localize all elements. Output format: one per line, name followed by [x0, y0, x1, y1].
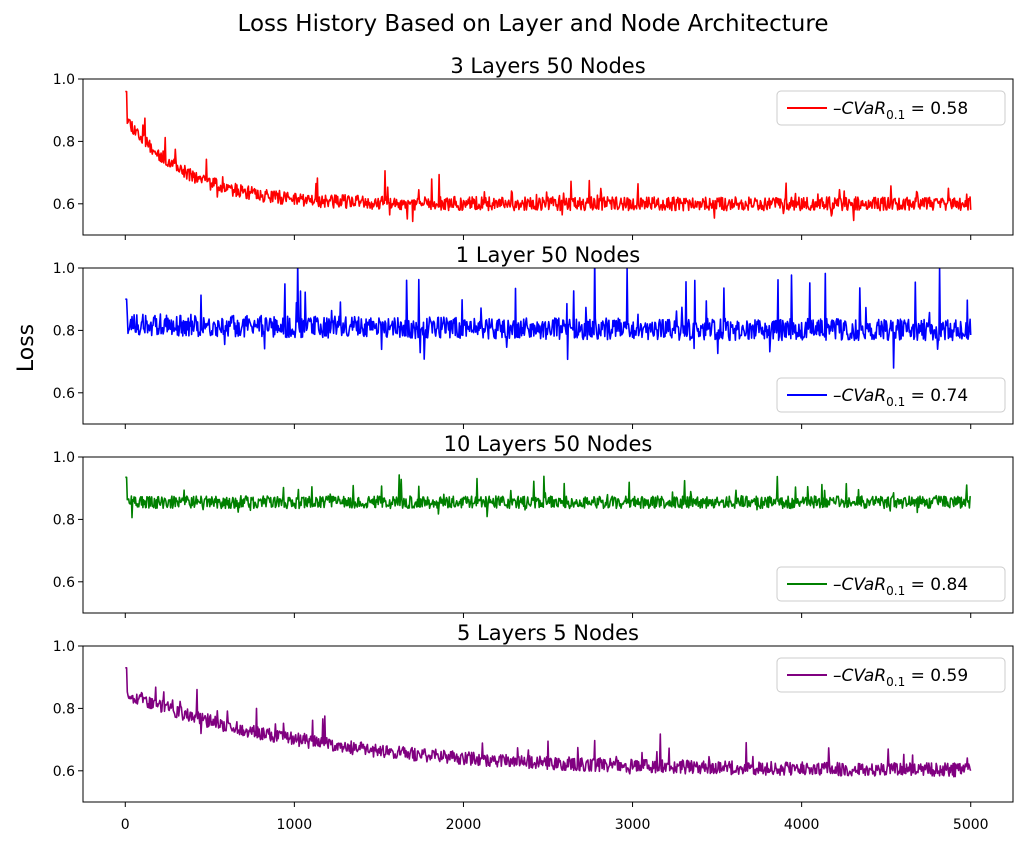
- series-line: [125, 474, 971, 519]
- y-tick-label: 0.6: [53, 197, 75, 213]
- series-line: [125, 667, 972, 778]
- y-tick-label: 0.8: [53, 323, 75, 339]
- legend-box: [776, 566, 1006, 602]
- y-tick-label: 1.0: [53, 639, 75, 655]
- x-tick-label: 4000: [784, 817, 820, 833]
- series-line: [125, 90, 972, 223]
- y-tick-label: 0.6: [53, 575, 75, 591]
- figure-title: Loss History Based on Layer and Node Arc…: [238, 11, 829, 37]
- x-tick-label: 0: [121, 817, 130, 833]
- subplot-1: 3 Layers 50 Nodes 0.6 0.8 1.0 –CVaR0.1 = 0.5…: [53, 54, 1014, 240]
- legend-box: [776, 90, 1006, 126]
- legend-box: [776, 657, 1006, 693]
- axes-frame: [82, 645, 1014, 803]
- x-tick-label: 5000: [953, 817, 989, 833]
- subplot-2: 1 Layer 50 Nodes 0.6 0.8 1.0 –CVaR0.1 = 0.74: [53, 243, 1014, 429]
- legend: –CVaR0.1 = 0.74: [776, 377, 1006, 413]
- subplot-title: 5 Layers 5 Nodes: [457, 621, 639, 645]
- x-tick-label: 3000: [615, 817, 651, 833]
- y-tick-label: 1.0: [53, 72, 75, 88]
- subplot-title: 3 Layers 50 Nodes: [450, 54, 645, 78]
- legend: –CVaR0.1 = 0.58: [776, 90, 1006, 126]
- legend-label: –CVaR0.1 = 0.59: [833, 666, 968, 689]
- y-tick-label: 0.8: [53, 701, 75, 717]
- y-axis-label: Loss: [14, 324, 39, 372]
- y-tick-label: 0.6: [53, 764, 75, 780]
- legend-label: –CVaR0.1 = 0.58: [833, 99, 968, 122]
- series-line: [125, 268, 972, 369]
- legend: –CVaR0.1 = 0.84: [776, 566, 1006, 602]
- subplot-3: 10 Layers 50 Nodes 0.6 0.8 1.0 –CVaR0.1 = 0.…: [53, 432, 1014, 618]
- legend-label: –CVaR0.1 = 0.74: [833, 386, 968, 409]
- subplots: 3 Layers 50 Nodes 0.6 0.8 1.0 –CVaR0.1 = 0.5…: [53, 54, 1014, 833]
- x-tick-label: 2000: [446, 817, 482, 833]
- subplot-title: 10 Layers 50 Nodes: [444, 432, 653, 456]
- y-tick-label: 0.8: [53, 134, 75, 150]
- x-tick-label: 1000: [277, 817, 313, 833]
- subplot-title: 1 Layer 50 Nodes: [456, 243, 640, 267]
- axes-frame: [82, 456, 1014, 614]
- y-tick-label: 0.8: [53, 512, 75, 528]
- y-tick-label: 1.0: [53, 261, 75, 277]
- legend-label: –CVaR0.1 = 0.84: [833, 575, 968, 598]
- axes-frame: [82, 78, 1014, 236]
- axes-frame: [82, 267, 1014, 425]
- y-tick-label: 0.6: [53, 386, 75, 402]
- legend-box: [776, 377, 1006, 413]
- subplot-4: 5 Layers 5 Nodes 0.6 0.8 1.0 0 1000 2000 3000 40…: [53, 621, 1014, 833]
- legend: –CVaR0.1 = 0.59: [776, 657, 1006, 693]
- y-tick-label: 1.0: [53, 450, 75, 466]
